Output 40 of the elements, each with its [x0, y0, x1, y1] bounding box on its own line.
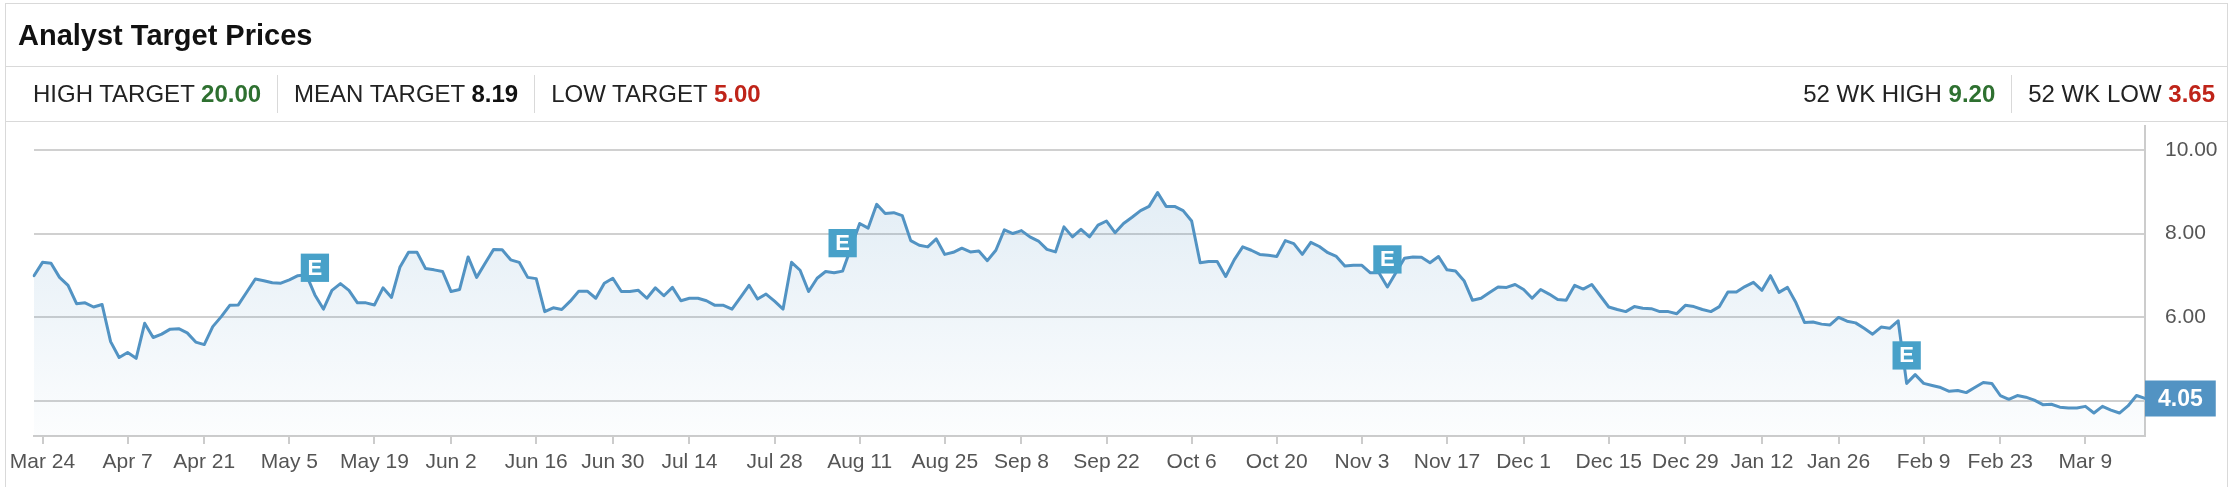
x-tick-label: Mar 24 — [9, 449, 76, 473]
x-tick-label: Jan 26 — [1807, 449, 1871, 473]
text: HIGH TARGET 20.00 — [33, 80, 262, 107]
x-tick-label: Apr 21 — [173, 449, 236, 473]
x-tick-label: Apr 7 — [102, 449, 153, 473]
y-tick-label: 6.00 — [2165, 303, 2206, 327]
x-tick-label: Jun 2 — [425, 449, 477, 473]
x-tick-label: Jun 30 — [581, 449, 645, 473]
x-tick-label: Dec 15 — [1575, 449, 1643, 473]
x-tick-label: Jan 12 — [1730, 449, 1794, 473]
x-tick-label: Dec 1 — [1496, 449, 1552, 473]
x-tick-label: Dec 29 — [1652, 449, 1719, 473]
x-tick-label: Nov 17 — [1413, 449, 1481, 473]
x-tick-label: Sep 22 — [1073, 449, 1140, 473]
y-tick-label: 10.00 — [2165, 136, 2218, 160]
text: 52 WK HIGH 9.20 — [1803, 80, 1996, 107]
x-tick-label: Nov 3 — [1334, 449, 1390, 473]
x-tick-label: Mar 9 — [2058, 449, 2113, 473]
text: 52 WK LOW 3.65 — [2028, 80, 2215, 107]
x-tick-label: Feb 9 — [1896, 449, 1951, 473]
x-tick-label: Aug 25 — [911, 449, 979, 473]
x-tick-label: May 19 — [340, 449, 409, 473]
x-tick-label: Feb 23 — [1967, 449, 2033, 473]
x-tick-label: Aug 11 — [827, 449, 893, 473]
text: MEAN TARGET 8.19 — [294, 80, 519, 107]
x-tick-label: Jun 16 — [504, 449, 568, 473]
chart-title: Analyst Target Prices — [6, 4, 2227, 67]
x-tick-label: Sep 8 — [993, 449, 1049, 473]
text: LOW TARGET 5.00 — [551, 80, 761, 107]
x-tick-label: May 5 — [260, 449, 318, 473]
data-label: E — [1380, 246, 1395, 272]
x-tick-label: Jul 14 — [661, 449, 718, 473]
x-tick-label: Jul 28 — [746, 449, 803, 473]
data-label: 4.05 — [2158, 384, 2203, 411]
data-label: E — [835, 230, 850, 256]
x-tick-label: Oct 20 — [1245, 449, 1308, 473]
data-label: E — [1899, 342, 1915, 368]
x-tick-label: Oct 6 — [1166, 449, 1217, 473]
y-tick-label: 8.00 — [2165, 220, 2206, 244]
data-label: E — [307, 254, 323, 280]
